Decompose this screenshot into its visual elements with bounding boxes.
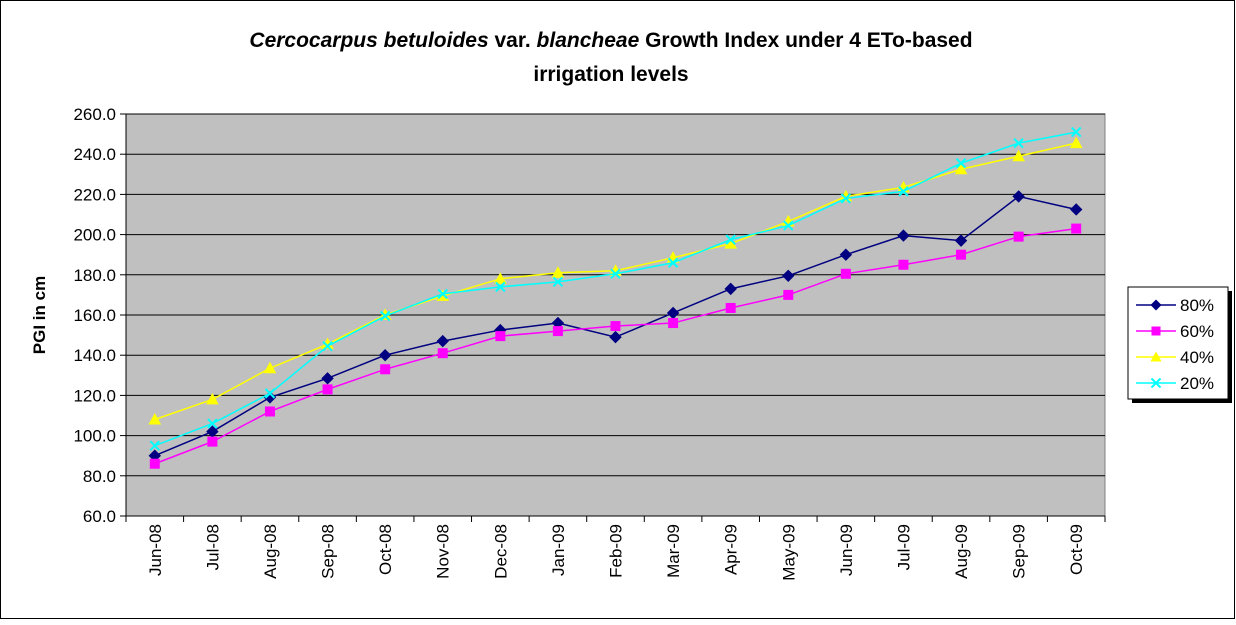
data-point — [551, 266, 565, 278]
data-point — [783, 289, 794, 300]
data-point — [610, 321, 621, 332]
data-point — [436, 334, 449, 348]
data-point — [206, 392, 219, 405]
data-point — [667, 257, 679, 268]
x-tick-label: Jul-09 — [894, 524, 913, 570]
data-point — [148, 412, 162, 425]
y-tick-label: 120.0 — [73, 386, 116, 405]
data-point — [897, 229, 910, 242]
legend-marker — [1150, 351, 1162, 362]
y-tick-label: 80.0 — [83, 467, 116, 486]
data-point — [954, 234, 968, 247]
data-point — [437, 288, 448, 300]
title-run: irrigation levels — [533, 63, 688, 86]
data-point — [839, 248, 853, 261]
data-point — [1069, 203, 1083, 216]
data-point — [725, 234, 736, 245]
x-tick-label: Jan-09 — [549, 524, 568, 576]
data-point — [322, 384, 333, 395]
x-tick-label: Apr-09 — [722, 524, 741, 575]
data-point — [668, 318, 679, 329]
y-tick-label: 240.0 — [73, 145, 116, 164]
data-point — [379, 310, 391, 322]
data-point — [782, 269, 795, 283]
y-tick-label: 220.0 — [73, 185, 116, 204]
data-point — [898, 259, 909, 270]
data-point — [1013, 137, 1024, 149]
data-point — [1013, 231, 1024, 242]
data-point — [380, 364, 391, 375]
title-run: blancheae — [537, 29, 640, 52]
data-point — [956, 249, 967, 260]
y-tick-label: 140.0 — [73, 346, 116, 365]
chart-title: irrigation levels — [533, 63, 688, 86]
legend-marker — [1150, 377, 1162, 389]
data-point — [493, 272, 507, 284]
data-point — [149, 440, 161, 451]
data-point — [1069, 136, 1083, 149]
x-tick-label: Aug-08 — [261, 524, 280, 579]
data-point — [495, 281, 506, 293]
x-tick-label: Mar-09 — [664, 524, 683, 578]
x-tick-label: Aug-09 — [952, 524, 971, 579]
y-tick-label: 100.0 — [73, 427, 116, 446]
y-tick-label: 260.0 — [73, 105, 116, 124]
data-point — [610, 268, 621, 280]
data-point — [263, 361, 277, 374]
title-run: var. — [489, 29, 537, 52]
y-tick-label: 180.0 — [73, 266, 116, 285]
data-point — [149, 458, 160, 469]
data-point — [955, 158, 967, 169]
x-tick-label: Jun-09 — [837, 524, 856, 576]
x-tick-label: Sep-09 — [1010, 524, 1029, 579]
x-tick-label: May-09 — [779, 524, 798, 581]
data-point — [495, 331, 506, 342]
data-point — [437, 348, 448, 359]
data-point — [207, 436, 218, 447]
data-point — [1012, 149, 1025, 162]
data-point — [1071, 126, 1082, 138]
x-tick-label: Oct-08 — [376, 524, 395, 575]
data-point — [840, 268, 851, 279]
y-tick-label: 160.0 — [73, 306, 116, 325]
data-point — [552, 326, 563, 337]
data-point — [1071, 223, 1082, 234]
title-run: Growth Index under 4 ETo-based — [639, 29, 972, 52]
x-tick-label: Jun-08 — [146, 524, 165, 576]
data-point — [207, 418, 218, 429]
legend-label: 60% — [1180, 322, 1214, 341]
chart-title: Cercocarpus betuloides var. blancheae Gr… — [249, 29, 972, 52]
data-point — [725, 302, 736, 313]
x-tick-label: Feb-09 — [607, 524, 626, 578]
data-point — [840, 193, 852, 204]
data-point — [783, 220, 794, 231]
x-tick-label: Sep-08 — [319, 524, 338, 579]
y-tick-label: 60.0 — [83, 507, 116, 526]
data-point — [322, 340, 333, 352]
data-point — [264, 406, 275, 417]
data-point — [609, 330, 622, 344]
data-point — [954, 162, 968, 175]
data-point — [1012, 190, 1025, 203]
x-tick-label: Oct-09 — [1067, 524, 1086, 575]
data-point — [724, 282, 737, 296]
data-point — [552, 276, 564, 288]
title-run: Cercocarpus betuloides — [249, 29, 488, 52]
data-point — [898, 186, 909, 197]
legend-label: 20% — [1180, 374, 1214, 393]
legend-marker — [1150, 299, 1162, 311]
legend-marker — [1151, 326, 1161, 336]
x-tick-label: Dec-08 — [491, 524, 510, 579]
y-tick-label: 200.0 — [73, 226, 116, 245]
y-axis-label: PGI in cm — [30, 276, 49, 354]
data-point — [378, 348, 392, 362]
x-tick-label: Nov-08 — [434, 524, 453, 579]
legend-label: 80% — [1180, 296, 1214, 315]
data-point — [264, 388, 276, 399]
x-tick-label: Jul-08 — [203, 524, 222, 570]
data-point — [321, 372, 334, 385]
legend-label: 40% — [1180, 348, 1214, 367]
